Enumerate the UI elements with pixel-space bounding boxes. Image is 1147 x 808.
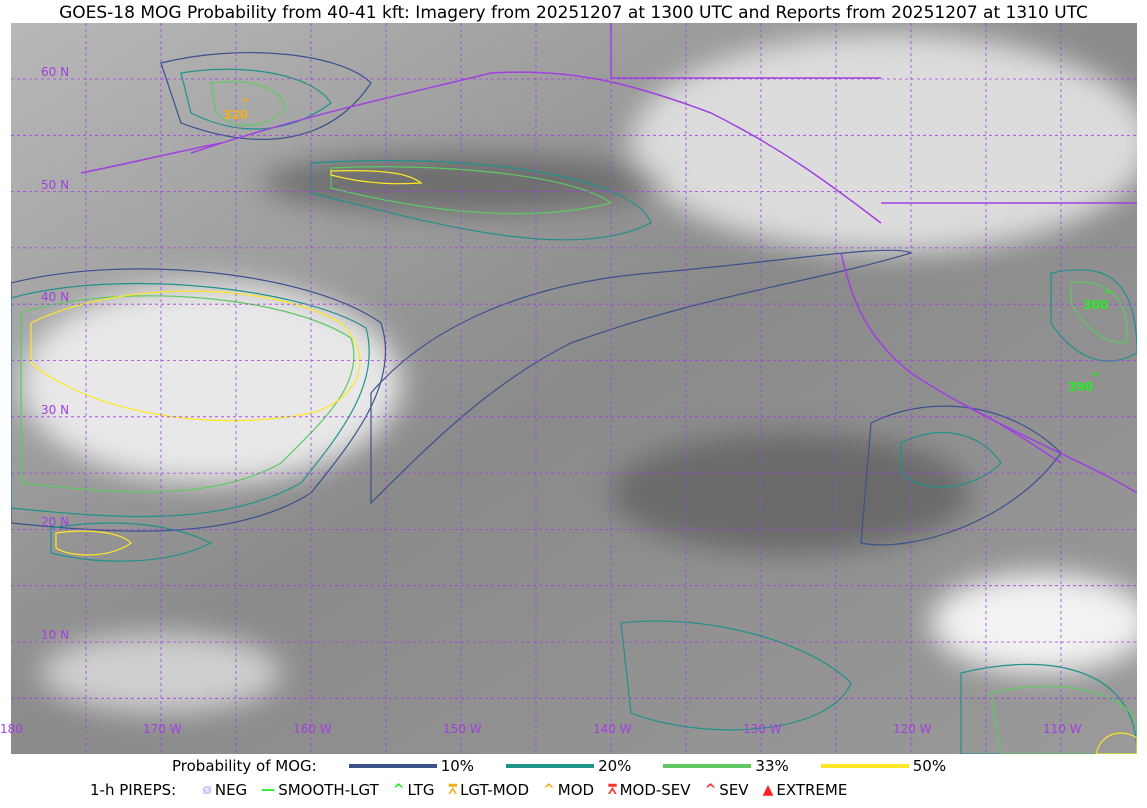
lat-label: 50 N [41, 178, 70, 192]
lon-label: 180 [0, 722, 23, 736]
pirep-legend: 1-h PIREPS: ø NEG — SMOOTH-LGT ^ LTG ⩞ LGT-M… [0, 781, 1147, 799]
mog-contours [10, 52, 1138, 755]
filled-triangle-icon: ▲ [762, 782, 774, 798]
pirep-altitude: 320 [223, 108, 249, 122]
map-title: GOES-18 MOG Probability from 40-41 kft: … [59, 3, 1088, 23]
lon-label: 130 W [743, 722, 782, 736]
legend-label: EXTREME [776, 781, 848, 799]
lon-label: 140 W [593, 722, 632, 736]
lat-lon-grid [11, 23, 1137, 754]
pirep-marker-ltg-icon: ^ [1090, 370, 1101, 384]
legend-label: SEV [719, 781, 749, 799]
legend-label: 20% [598, 757, 632, 775]
legend-label: MOD [557, 781, 595, 799]
caret-icon: ^ [543, 782, 555, 798]
map-canvas [10, 23, 1147, 755]
lon-label: 110 W [1043, 722, 1082, 736]
pirep-legend-title: 1-h PIREPS: [90, 781, 177, 799]
satellite-map [10, 23, 1147, 755]
pirep-altitude: 390 [1068, 380, 1094, 394]
legend-label: NEG [214, 781, 248, 799]
legend-label: MOD-SEV [619, 781, 691, 799]
caret-bar-icon: ⩞ [448, 782, 458, 798]
lon-label: 150 W [443, 722, 482, 736]
legend-label: 10% [440, 757, 475, 775]
lon-label: 170 W [143, 722, 182, 736]
legend-label: 50% [912, 757, 947, 775]
lat-label: 60 N [41, 65, 70, 79]
caret-icon: ^ [392, 782, 405, 798]
legend-swatch-20 [506, 764, 595, 768]
pirep-marker-ltg-icon: ^ [1103, 288, 1114, 302]
pirep-altitude: 300 [1083, 298, 1109, 312]
legend-label: LTG [407, 781, 435, 799]
probability-legend-title: Probability of MOG: [172, 757, 317, 775]
lat-label: 20 N [41, 515, 70, 529]
double-caret-bar-icon: ⩞ [608, 782, 617, 798]
lon-label: 120 W [893, 722, 932, 736]
lat-label: 30 N [41, 403, 70, 417]
cloud-imagery [21, 33, 1147, 713]
legend-label: LGT-MOD [460, 781, 530, 799]
double-caret-icon: ^ [704, 782, 717, 798]
legend-label: SMOOTH-LGT [278, 781, 379, 799]
legend-label: 33% [755, 757, 789, 775]
lon-label: 160 W [293, 722, 332, 736]
legend-swatch-10 [348, 764, 437, 768]
legend-swatch-33 [663, 764, 752, 768]
slashed-circle-icon: ø [202, 782, 212, 798]
legend-swatch-50 [820, 764, 909, 768]
lat-label: 40 N [41, 290, 70, 304]
pirep-marker-mod-icon: ^ [240, 96, 251, 110]
dash-icon: — [261, 782, 276, 798]
lat-label: 10 N [41, 628, 70, 642]
probability-legend: Probability of MOG: 10% 20% 33% 50% [0, 757, 1147, 775]
